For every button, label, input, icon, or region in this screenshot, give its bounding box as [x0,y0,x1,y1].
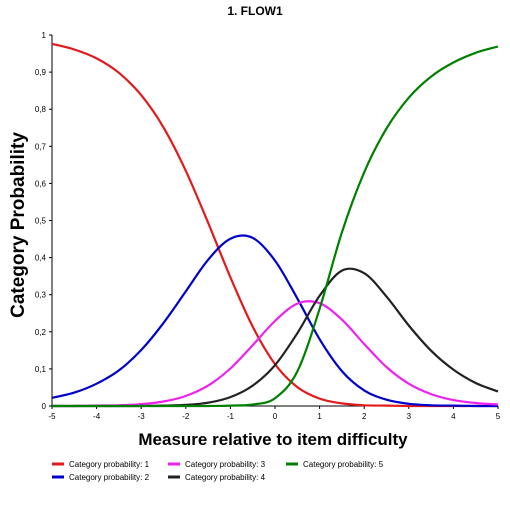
axes: -5 -4 -3 -2 -1 0 1 2 3 4 5 0 0,1 0,2 0,3 0,4 0,5 0,6 0,7 0,… [35,31,501,421]
legend-label-category-3: Category probability: 3 [185,460,266,469]
y-tick-label: 0,8 [35,105,47,114]
legend: Category probability: 1 Category probabil… [52,460,384,482]
x-tick-label: -5 [48,412,56,421]
x-tick-label: 5 [496,412,501,421]
legend-label-category-5: Category probability: 5 [303,460,384,469]
legend-label-category-4: Category probability: 4 [185,473,266,482]
y-tick-label: 0,7 [35,142,47,151]
x-tick-label: -2 [182,412,190,421]
y-tick-label: 0 [42,402,47,411]
series-line-category-4 [52,267,499,408]
y-tick-label: 0,3 [35,291,47,300]
y-tick-label: 0,4 [35,254,47,263]
x-axis-label: Measure relative to item difficulty [138,430,408,449]
x-tick-label: 4 [451,412,456,421]
x-tick-label: -1 [227,412,235,421]
x-tick-label: -4 [93,412,101,421]
chart-title: 1. FLOW1 [227,4,283,18]
y-tick-label: 0,2 [35,328,47,337]
series-line-category-3 [51,300,499,408]
y-tick-label: 0,5 [35,217,47,226]
series-layer [51,42,499,408]
y-tick-label: 0,9 [35,68,47,77]
y-tick-label: 1 [42,31,47,40]
y-tick-label: 0,1 [35,365,47,374]
legend-label-category-1: Category probability: 1 [69,460,150,469]
x-tick-label: 0 [273,412,278,421]
x-tick-label: 1 [317,412,322,421]
x-tick-label: -3 [138,412,146,421]
legend-label-category-2: Category probability: 2 [69,473,150,482]
series-line-category-2 [51,234,499,408]
series-line-category-5 [52,45,499,408]
y-axis-label: Category Probability [8,132,29,318]
x-tick-label: 2 [362,412,367,421]
x-tick-label: 3 [407,412,412,421]
y-tick-label: 0,6 [35,179,47,188]
